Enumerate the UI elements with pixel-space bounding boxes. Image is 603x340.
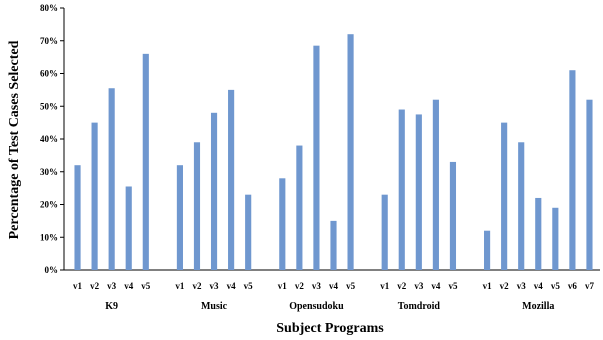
- x-tick-label: v4: [227, 281, 237, 291]
- x-tick-label: v4: [534, 281, 544, 291]
- x-axis-title: Subject Programs: [276, 321, 384, 336]
- bar-tomdroid-v3: [415, 114, 422, 270]
- bar-k9-v5: [142, 53, 149, 270]
- x-tick-label: v5: [244, 281, 254, 291]
- bar-mozilla-v3: [518, 142, 525, 270]
- x-tick-label: v3: [517, 281, 527, 291]
- y-axis-title: Percentage of Test Cases Selected: [7, 40, 22, 239]
- x-tick-label: v2: [192, 281, 202, 291]
- y-tick-label: 20%: [40, 200, 58, 210]
- x-tick-label: v5: [448, 281, 458, 291]
- y-tick-label: 10%: [40, 232, 58, 242]
- y-tick-label: 80%: [40, 3, 58, 13]
- x-tick-label: v2: [295, 281, 305, 291]
- x-tick-label: v1: [175, 281, 185, 291]
- y-axis: 0% 10% 20% 30% 40% 50% 60% 70% 80%: [40, 3, 65, 275]
- y-tick-label: 30%: [40, 167, 58, 177]
- bar-tomdroid-v4: [432, 99, 439, 270]
- y-tick-label: 40%: [40, 134, 58, 144]
- x-tick-label: v1: [380, 281, 390, 291]
- bar-music-v2: [193, 142, 201, 270]
- x-tick-label: v3: [107, 281, 117, 291]
- bar-tomdroid-v1: [381, 194, 388, 270]
- bar-k9-v3: [108, 88, 115, 270]
- bar-opensudoku-v4: [330, 220, 337, 270]
- group-label-mozilla: Mozilla: [522, 301, 554, 312]
- bar-k9-v2: [91, 122, 98, 270]
- group-label-opensudoku: Opensudoku: [289, 301, 344, 312]
- bar-music-v5: [245, 194, 252, 270]
- y-tick-label: 60%: [40, 69, 58, 79]
- bar-k9-v4: [125, 186, 132, 270]
- y-tick-label: 50%: [40, 101, 58, 111]
- bar-mozilla-v7: [586, 99, 593, 270]
- bar-mozilla-v1: [484, 230, 491, 270]
- x-tick-label: v5: [551, 281, 561, 291]
- x-tick-label: v2: [397, 281, 407, 291]
- bar-opensudoku-v3: [313, 45, 320, 270]
- x-tick-label: v4: [329, 281, 339, 291]
- x-tick-label: v5: [346, 281, 356, 291]
- y-tick-label: 0%: [45, 265, 59, 275]
- bar-music-v1: [176, 165, 183, 270]
- bar-opensudoku-v1: [279, 178, 286, 270]
- group-label-tomdroid: Tomdroid: [398, 301, 441, 312]
- bar-mozilla-v4: [535, 197, 542, 270]
- x-tick-label: v4: [431, 281, 441, 291]
- x-tick-label: v1: [278, 281, 288, 291]
- x-tick-label: v4: [124, 281, 134, 291]
- bar-music-v3: [210, 112, 218, 270]
- x-tick-label: v2: [500, 281, 510, 291]
- bar-opensudoku-v2: [296, 145, 303, 270]
- bar-tomdroid-v2: [398, 109, 405, 271]
- x-tick-label: v5: [141, 281, 151, 291]
- bars: [74, 34, 593, 271]
- x-tick-label: v3: [414, 281, 424, 291]
- x-tick-label: v1: [73, 281, 83, 291]
- bar-tomdroid-v5: [449, 161, 457, 270]
- bar-music-v4: [228, 89, 235, 270]
- x-tick-label: v1: [483, 281, 493, 291]
- y-tick-label: 70%: [40, 36, 58, 46]
- x-tick-label: v3: [312, 281, 322, 291]
- bar-mozilla-v2: [501, 122, 508, 270]
- x-tick-label: v2: [90, 281, 100, 291]
- x-tick-label: v3: [210, 281, 220, 291]
- x-tick-label: v7: [585, 281, 595, 291]
- x-tick-label: v6: [568, 281, 578, 291]
- group-label-k9: K9: [105, 301, 118, 312]
- bar-mozilla-v5: [552, 207, 559, 270]
- bar-mozilla-v6: [569, 70, 576, 270]
- bar-opensudoku-v5: [347, 34, 354, 271]
- bar-k9-v1: [74, 165, 81, 270]
- group-label-music: Music: [201, 301, 228, 312]
